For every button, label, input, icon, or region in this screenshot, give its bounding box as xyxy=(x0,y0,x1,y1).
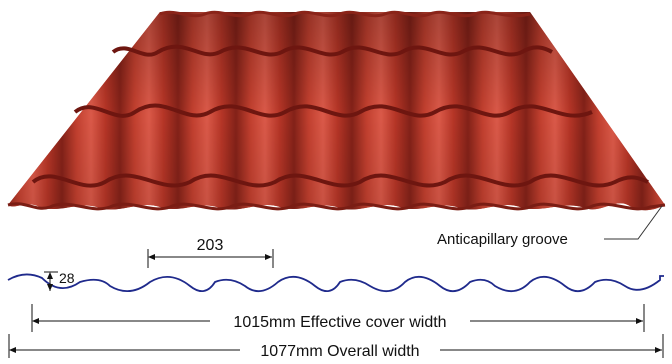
sheet-top-edge xyxy=(159,10,531,18)
overall-width-label: 1077mm Overall width xyxy=(260,343,419,360)
anticapillary-groove-label: Anticapillary groove xyxy=(437,231,568,248)
anticapillary-groove-leader xyxy=(604,205,663,240)
tile-step-line-1 xyxy=(111,44,553,57)
effective-width-label: 1015mm Effective cover width xyxy=(233,314,446,331)
sheet-bottom-edge xyxy=(7,202,666,211)
profile-cross-section xyxy=(7,273,664,292)
height-label: 28 xyxy=(59,270,75,286)
tile-step-line-3 xyxy=(31,173,649,188)
roof-sheet xyxy=(7,10,666,211)
tile-step-line-2 xyxy=(73,103,593,118)
pitch-label: 203 xyxy=(197,237,224,254)
